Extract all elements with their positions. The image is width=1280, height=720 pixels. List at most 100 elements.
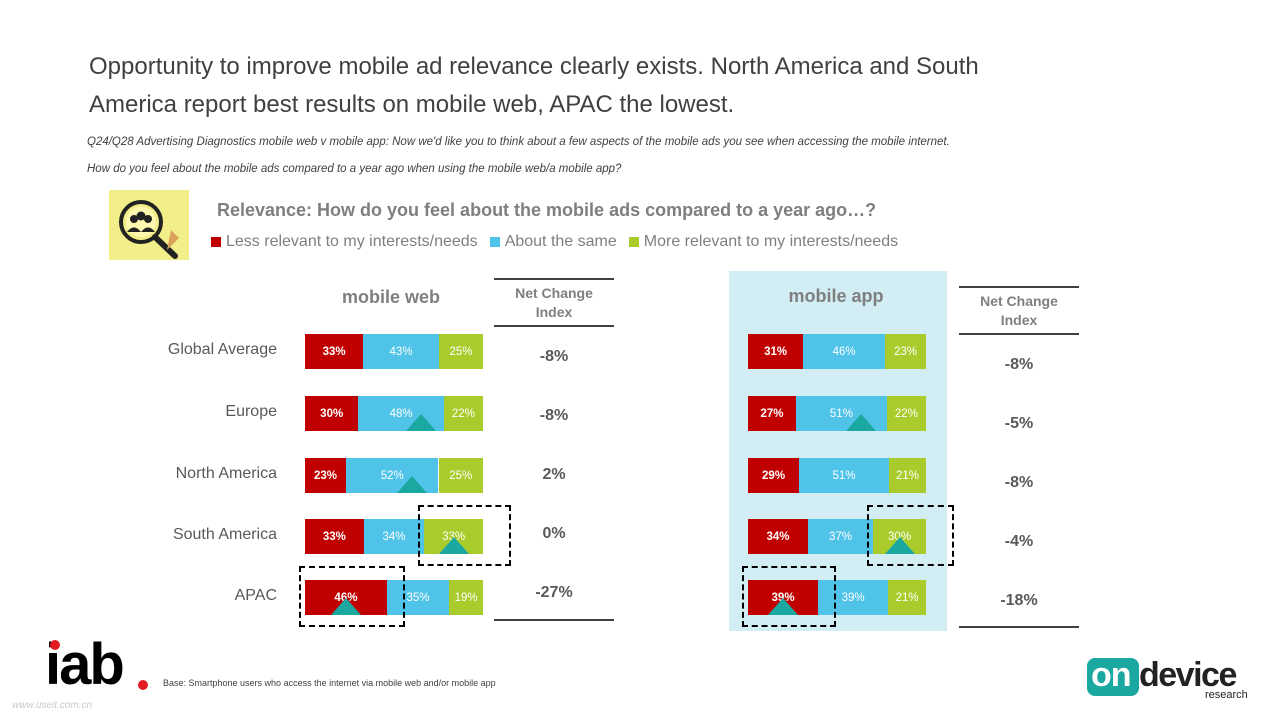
stacked-bar-app: 34% 37% 30% [748,519,926,554]
bar-segment-less: 27% [748,396,797,431]
stacked-bar-app: 39% 39% 21% [748,580,926,615]
net-change-value: -8% [1004,474,1034,491]
bar-segment-more: 21% [888,580,926,615]
bar-segment-same: 46% [803,334,886,369]
legend-swatch-same [489,237,500,247]
nci-app-top-rule [959,286,1079,288]
nci-app-header-line-2: Index [1000,312,1038,328]
highlight-box [418,505,511,566]
title-line-2: America report best results on mobile we… [89,91,735,118]
stacked-bar-app: 27% 51% 22% [748,396,926,431]
legend-item-same: About the same [489,233,617,251]
page-title: Opportunity to improve mobile ad relevan… [89,48,1089,124]
legend-item-more: More relevant to my interests/needs [628,233,899,251]
up-marker-icon [406,414,437,431]
net-change-value: 0% [542,525,566,542]
legend-item-less: Less relevant to my interests/needs [211,233,478,251]
nci-web-header: Net Change Index [494,284,614,322]
nci-web-bottom-rule [494,619,614,621]
mobile-app-title: mobile app [788,286,884,306]
category-label: APAC [234,587,277,604]
stacked-bar-web: 30% 48% 22% [305,396,483,431]
bar-segment-less: 29% [748,458,800,493]
nci-web-top-rule [494,278,614,280]
bar-segment-more: 21% [888,458,926,493]
highlight-box [299,566,405,627]
legend-label-less: Less relevant to my interests/needs [226,233,478,250]
net-change-value: -27% [535,584,573,601]
net-change-value: -8% [539,407,569,424]
highlight-box [742,566,837,627]
net-change-value: -18% [1000,592,1038,609]
up-marker-icon [438,537,469,554]
mobile-app-panel-background [729,271,947,631]
ondevice-research: research [1205,689,1248,701]
bar-segment-less: 31% [748,334,804,369]
magnifier-people-icon [109,190,189,260]
bar-segment-same: 34% [363,519,425,554]
stacked-bar-web: 33% 34% 33% [305,519,483,554]
nci-app-header-rule [959,333,1079,335]
ondevice-on: on [1091,656,1132,694]
watermark: www.useit.com.cn [12,700,93,711]
net-change-value: 2% [542,466,566,483]
stacked-bar-web: 23% 52% 25% [305,458,483,493]
bar-segment-less: 33% [305,334,364,369]
net-change-value: -4% [1004,533,1034,550]
nci-web-header-rule [494,325,614,327]
bar-segment-more: 23% [885,334,926,369]
bar-segment-same: 51% [799,458,889,493]
mobile-web-title: mobile web [341,287,440,307]
up-marker-icon [397,476,428,493]
ondevice-logo: on device research [1087,656,1257,704]
bar-segment-more: 25% [438,458,483,493]
bar-segment-more: 22% [443,396,483,431]
bar-segment-more: 22% [886,396,926,431]
up-marker-icon [884,537,915,554]
net-change-value: -8% [1004,356,1034,373]
highlight-box [867,505,954,566]
iab-logo-dot [50,640,60,650]
bar-segment-less: 34% [748,519,808,554]
up-marker-icon [846,414,877,431]
nci-web-header-line-2: Index [535,304,573,320]
bar-segment-same: 43% [363,334,439,369]
ondevice-device: device [1139,656,1237,694]
stacked-bar-app: 31% 46% 23% [748,334,926,369]
bar-segment-same: 39% [818,580,889,615]
bar-segment-less: 30% [305,396,359,431]
category-label: South America [172,526,277,543]
question-line-1: Q24/Q28 Advertising Diagnostics mobile w… [87,136,950,148]
category-label: Europe [225,403,277,420]
stacked-bar-web: 46% 35% 19% [305,580,483,615]
category-label: North America [175,465,277,482]
ondevice-badge [1087,658,1139,696]
stacked-bar-web: 33% 43% 25% [305,334,483,369]
legend-swatch-less [211,237,221,247]
bar-segment-same: 37% [807,519,874,554]
bar-segment-same: 35% [386,580,450,615]
net-change-value: -8% [539,348,569,365]
category-label: Global Average [167,341,277,358]
nci-web-header-line-1: Net Change [515,285,593,301]
bar-segment-less: 23% [305,458,346,493]
base-note: Base: Smartphone users who access the in… [163,678,496,688]
nci-app-bottom-rule [959,626,1079,628]
net-change-value: -5% [1004,415,1034,432]
nci-app-header: Net Change Index [959,292,1079,330]
chart-title: Relevance: How do you feel about the mob… [217,200,877,220]
question-line-2: How do you feel about the mobile ads com… [87,163,622,175]
up-marker-icon [768,598,799,615]
up-marker-icon [330,598,361,615]
bar-segment-less: 33% [305,519,364,554]
iab-logo-period [138,680,148,690]
legend-label-more: More relevant to my interests/needs [643,233,899,250]
legend: Less relevant to my interests/needs Abou… [211,233,898,251]
bar-segment-more: 19% [449,580,483,615]
stacked-bar-app: 29% 51% 21% [748,458,926,493]
bar-segment-more: 25% [438,334,483,369]
legend-swatch-more [628,237,639,247]
legend-label-same: About the same [504,233,617,250]
nci-app-header-line-1: Net Change [980,293,1058,309]
